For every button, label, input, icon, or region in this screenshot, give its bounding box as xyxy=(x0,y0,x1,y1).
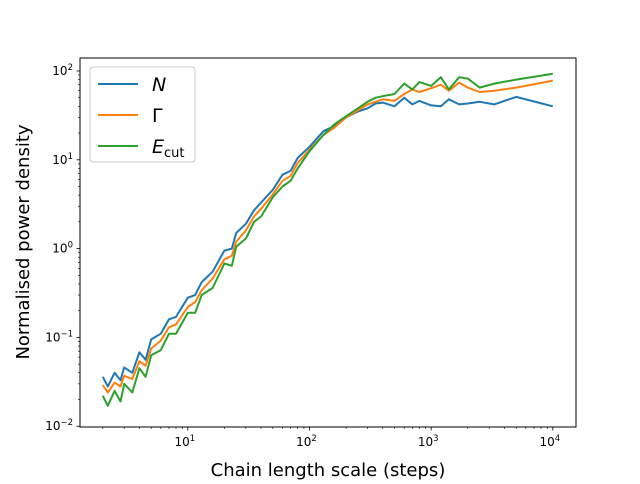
x-tick-label: 102 xyxy=(296,434,317,449)
x-tick-label: 104 xyxy=(539,434,560,449)
y-tick-label: 10−2 xyxy=(45,418,73,433)
series-line-2 xyxy=(101,72,553,407)
legend-label-0: N xyxy=(152,74,166,96)
y-tick-label: 100 xyxy=(52,241,73,256)
y-tick-label: 10−1 xyxy=(45,329,73,344)
plot-frame xyxy=(79,57,577,428)
series-layer xyxy=(101,72,554,407)
series-line-0 xyxy=(101,95,554,388)
legend: NΓ Ecut xyxy=(89,66,196,163)
legend-label-1: Γ xyxy=(152,105,163,127)
ticks-layer: 101 102 103 104 10−2 10−1 100 101 102 xyxy=(45,63,560,449)
y-tick-label: 102 xyxy=(52,63,73,78)
y-axis-label: Normalised power density xyxy=(13,124,34,359)
legend-label-2: Ecut xyxy=(152,136,185,161)
x-tick-label: 101 xyxy=(174,434,195,449)
legend-box xyxy=(89,66,196,163)
x-tick-label: 103 xyxy=(418,434,439,449)
series-line-1 xyxy=(101,79,553,394)
x-axis-label: Chain length scale (steps) xyxy=(211,460,446,480)
y-tick-label: 101 xyxy=(52,152,73,167)
